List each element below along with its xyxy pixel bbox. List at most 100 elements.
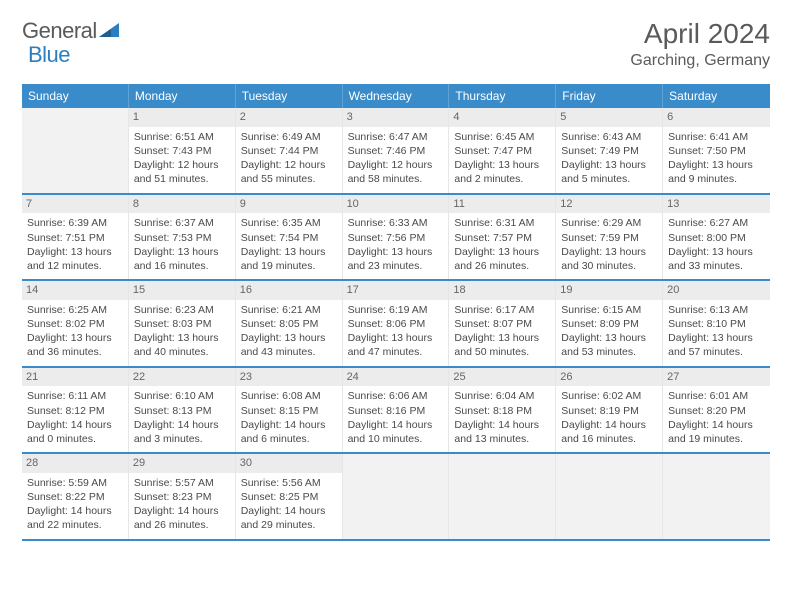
daylight-line: Daylight: 14 hours and 16 minutes.	[561, 418, 657, 446]
day-cell: 23Sunrise: 6:08 AMSunset: 8:15 PMDayligh…	[236, 368, 343, 453]
sunset-line: Sunset: 7:47 PM	[454, 144, 550, 158]
dow-header: Saturday	[663, 84, 770, 108]
sunset-line: Sunset: 8:07 PM	[454, 317, 550, 331]
sunrise-line: Sunrise: 6:08 AM	[241, 389, 337, 403]
day-number: 4	[449, 108, 555, 127]
day-cell: 19Sunrise: 6:15 AMSunset: 8:09 PMDayligh…	[556, 281, 663, 366]
dow-header: Monday	[129, 84, 236, 108]
sunrise-line: Sunrise: 6:04 AM	[454, 389, 550, 403]
sunset-line: Sunset: 8:10 PM	[668, 317, 765, 331]
sunset-line: Sunset: 7:51 PM	[27, 231, 123, 245]
sunrise-line: Sunrise: 6:49 AM	[241, 130, 337, 144]
month-title: April 2024	[630, 18, 770, 50]
sunset-line: Sunset: 7:49 PM	[561, 144, 657, 158]
sunrise-line: Sunrise: 6:43 AM	[561, 130, 657, 144]
sunset-line: Sunset: 8:13 PM	[134, 404, 230, 418]
day-cell: 21Sunrise: 6:11 AMSunset: 8:12 PMDayligh…	[22, 368, 129, 453]
day-number: 7	[22, 195, 128, 214]
sunrise-line: Sunrise: 6:11 AM	[27, 389, 123, 403]
day-cell: 9Sunrise: 6:35 AMSunset: 7:54 PMDaylight…	[236, 195, 343, 280]
sunrise-line: Sunrise: 6:06 AM	[348, 389, 444, 403]
sunrise-line: Sunrise: 6:13 AM	[668, 303, 765, 317]
day-number: 9	[236, 195, 342, 214]
day-number: 16	[236, 281, 342, 300]
daylight-line: Daylight: 14 hours and 10 minutes.	[348, 418, 444, 446]
daylight-line: Daylight: 13 hours and 2 minutes.	[454, 158, 550, 186]
sunrise-line: Sunrise: 6:02 AM	[561, 389, 657, 403]
daylight-line: Daylight: 14 hours and 29 minutes.	[241, 504, 337, 532]
daylight-line: Daylight: 13 hours and 57 minutes.	[668, 331, 765, 359]
day-number: 10	[343, 195, 449, 214]
day-number: 30	[236, 454, 342, 473]
day-number: 3	[343, 108, 449, 127]
daylight-line: Daylight: 12 hours and 51 minutes.	[134, 158, 230, 186]
day-cell: 4Sunrise: 6:45 AMSunset: 7:47 PMDaylight…	[449, 108, 556, 193]
day-cell: 15Sunrise: 6:23 AMSunset: 8:03 PMDayligh…	[129, 281, 236, 366]
dow-header: Friday	[556, 84, 663, 108]
day-cell: 24Sunrise: 6:06 AMSunset: 8:16 PMDayligh…	[343, 368, 450, 453]
sunset-line: Sunset: 8:12 PM	[27, 404, 123, 418]
sunset-line: Sunset: 7:46 PM	[348, 144, 444, 158]
week-row: 7Sunrise: 6:39 AMSunset: 7:51 PMDaylight…	[22, 195, 770, 282]
day-cell: 5Sunrise: 6:43 AMSunset: 7:49 PMDaylight…	[556, 108, 663, 193]
sunrise-line: Sunrise: 6:25 AM	[27, 303, 123, 317]
day-cell	[449, 454, 556, 539]
calendar: SundayMondayTuesdayWednesdayThursdayFrid…	[22, 84, 770, 541]
daylight-line: Daylight: 13 hours and 40 minutes.	[134, 331, 230, 359]
sunset-line: Sunset: 7:59 PM	[561, 231, 657, 245]
dow-header: Wednesday	[343, 84, 450, 108]
sunrise-line: Sunrise: 6:21 AM	[241, 303, 337, 317]
day-cell: 28Sunrise: 5:59 AMSunset: 8:22 PMDayligh…	[22, 454, 129, 539]
sunrise-line: Sunrise: 6:33 AM	[348, 216, 444, 230]
day-number: 14	[22, 281, 128, 300]
daylight-line: Daylight: 13 hours and 12 minutes.	[27, 245, 123, 273]
sunset-line: Sunset: 7:53 PM	[134, 231, 230, 245]
sunset-line: Sunset: 8:20 PM	[668, 404, 765, 418]
logo: General	[22, 18, 121, 44]
day-number: 8	[129, 195, 235, 214]
day-number: 22	[129, 368, 235, 387]
day-cell: 20Sunrise: 6:13 AMSunset: 8:10 PMDayligh…	[663, 281, 770, 366]
daylight-line: Daylight: 12 hours and 55 minutes.	[241, 158, 337, 186]
dow-header: Sunday	[22, 84, 129, 108]
daylight-line: Daylight: 14 hours and 6 minutes.	[241, 418, 337, 446]
sunrise-line: Sunrise: 6:10 AM	[134, 389, 230, 403]
day-cell: 29Sunrise: 5:57 AMSunset: 8:23 PMDayligh…	[129, 454, 236, 539]
day-cell: 6Sunrise: 6:41 AMSunset: 7:50 PMDaylight…	[663, 108, 770, 193]
daylight-line: Daylight: 13 hours and 5 minutes.	[561, 158, 657, 186]
sunset-line: Sunset: 7:44 PM	[241, 144, 337, 158]
daylight-line: Daylight: 13 hours and 9 minutes.	[668, 158, 765, 186]
sunset-line: Sunset: 8:22 PM	[27, 490, 123, 504]
day-cell: 25Sunrise: 6:04 AMSunset: 8:18 PMDayligh…	[449, 368, 556, 453]
day-cell: 30Sunrise: 5:56 AMSunset: 8:25 PMDayligh…	[236, 454, 343, 539]
logo-word2: Blue	[28, 42, 70, 68]
dow-header: Thursday	[449, 84, 556, 108]
sunset-line: Sunset: 8:03 PM	[134, 317, 230, 331]
day-number: 29	[129, 454, 235, 473]
week-row: 1Sunrise: 6:51 AMSunset: 7:43 PMDaylight…	[22, 108, 770, 195]
sunset-line: Sunset: 8:23 PM	[134, 490, 230, 504]
day-cell: 22Sunrise: 6:10 AMSunset: 8:13 PMDayligh…	[129, 368, 236, 453]
day-number: 24	[343, 368, 449, 387]
dow-row: SundayMondayTuesdayWednesdayThursdayFrid…	[22, 84, 770, 108]
daylight-line: Daylight: 14 hours and 19 minutes.	[668, 418, 765, 446]
day-number: 1	[129, 108, 235, 127]
sunrise-line: Sunrise: 5:59 AM	[27, 476, 123, 490]
day-cell: 26Sunrise: 6:02 AMSunset: 8:19 PMDayligh…	[556, 368, 663, 453]
logo-word1: General	[22, 18, 97, 44]
day-cell: 13Sunrise: 6:27 AMSunset: 8:00 PMDayligh…	[663, 195, 770, 280]
day-cell: 27Sunrise: 6:01 AMSunset: 8:20 PMDayligh…	[663, 368, 770, 453]
sunset-line: Sunset: 7:50 PM	[668, 144, 765, 158]
sunset-line: Sunset: 8:25 PM	[241, 490, 337, 504]
sunset-line: Sunset: 8:15 PM	[241, 404, 337, 418]
daylight-line: Daylight: 13 hours and 23 minutes.	[348, 245, 444, 273]
daylight-line: Daylight: 13 hours and 47 minutes.	[348, 331, 444, 359]
day-cell	[22, 108, 129, 193]
day-number: 15	[129, 281, 235, 300]
daylight-line: Daylight: 14 hours and 26 minutes.	[134, 504, 230, 532]
day-number: 21	[22, 368, 128, 387]
day-number: 18	[449, 281, 555, 300]
sunset-line: Sunset: 8:00 PM	[668, 231, 765, 245]
sunset-line: Sunset: 8:06 PM	[348, 317, 444, 331]
sunrise-line: Sunrise: 6:37 AM	[134, 216, 230, 230]
